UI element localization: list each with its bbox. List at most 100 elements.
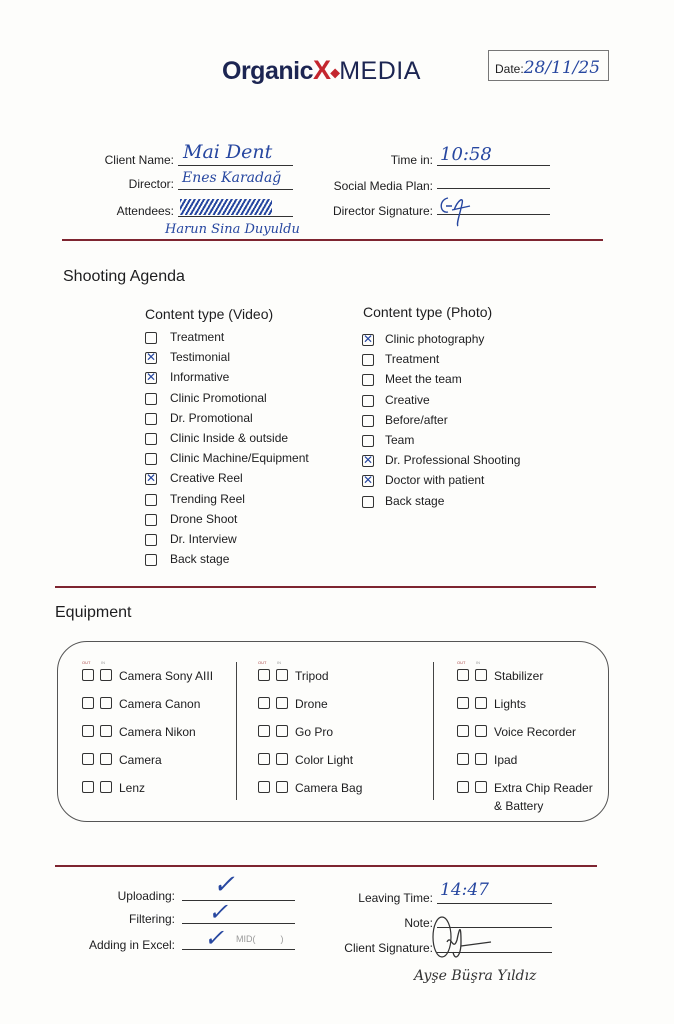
equipment-item-label: Voice Recorder <box>494 725 577 739</box>
video-checkbox[interactable] <box>145 513 157 526</box>
equipment-in-checkbox[interactable] <box>276 669 288 681</box>
equipment-out-checkbox[interactable] <box>82 669 94 681</box>
equipment-item-label: Camera Sony AIII <box>119 669 214 683</box>
photo-checkbox[interactable] <box>362 495 374 508</box>
photo-checkbox[interactable]: ✕ <box>362 473 374 488</box>
photo-checkbox[interactable] <box>362 414 374 427</box>
leaving-time-label: Leaving Time: <box>358 891 433 905</box>
equipment-in-checkbox[interactable] <box>100 781 112 793</box>
equipment-in-checkbox[interactable] <box>475 753 487 765</box>
excel-mid-field: MID( ) <box>236 934 284 944</box>
equipment-out-checkbox[interactable] <box>258 753 270 765</box>
equipment-item-label: Camera <box>119 753 162 767</box>
photo-checkbox[interactable] <box>362 394 374 407</box>
time-in-label: Time in: <box>390 153 433 167</box>
director-signature <box>440 197 471 227</box>
filtering-check: ✓ <box>208 898 229 926</box>
video-item-label: Dr. Promotional <box>170 410 253 425</box>
equipment-out-checkbox[interactable] <box>82 697 94 709</box>
equipment-item-label: Camera Canon <box>119 697 201 711</box>
logo-text: Organic <box>222 57 313 85</box>
out-label: OUT <box>82 660 91 665</box>
video-checkbox[interactable] <box>145 392 157 405</box>
equipment-out-checkbox[interactable] <box>457 697 469 709</box>
time-in-value: 10:58 <box>440 144 492 165</box>
equipment-out-checkbox[interactable] <box>457 753 469 765</box>
equipment-in-checkbox[interactable] <box>276 725 288 737</box>
photo-content-title: Content type (Photo) <box>363 304 493 320</box>
photo-item-label: Treatment <box>385 352 440 367</box>
video-checkbox[interactable] <box>145 453 157 466</box>
date-label: Date: <box>495 62 524 76</box>
equipment-out-checkbox[interactable] <box>457 781 469 793</box>
equipment-item-label: Lenz <box>119 781 146 795</box>
video-checkbox[interactable]: ✕ <box>145 370 157 385</box>
equipment-in-checkbox[interactable] <box>475 781 487 793</box>
photo-checkbox[interactable] <box>362 354 374 367</box>
equipment-in-checkbox[interactable] <box>475 697 487 709</box>
video-checkbox[interactable]: ✕ <box>145 471 157 486</box>
video-checkbox[interactable] <box>145 332 157 344</box>
equipment-out-checkbox[interactable] <box>82 725 94 737</box>
equipment-out-checkbox[interactable] <box>457 669 469 681</box>
date-value: 28/11/25 <box>523 58 601 78</box>
video-item-label: Informative <box>170 370 230 385</box>
video-item-label: Dr. Interview <box>170 532 237 546</box>
director-label: Director: <box>128 177 174 191</box>
equipment-in-checkbox[interactable] <box>100 669 112 681</box>
uploading-label: Uploading: <box>117 889 175 903</box>
equipment-item-label: Extra Chip Reader & Battery <box>494 781 593 813</box>
equipment-out-checkbox[interactable] <box>457 725 469 737</box>
director-signature-label: Director Signature: <box>332 204 433 218</box>
equipment-item-label: Ipad <box>494 753 518 767</box>
leaving-time-value: 14:47 <box>440 880 489 900</box>
in-label: IN <box>101 660 105 665</box>
video-item-label: Treatment <box>170 330 225 344</box>
video-checkbox[interactable] <box>145 554 157 567</box>
equipment-in-checkbox[interactable] <box>276 781 288 793</box>
equipment-out-checkbox[interactable] <box>258 781 270 793</box>
equipment-box <box>57 641 609 822</box>
equipment-in-checkbox[interactable] <box>276 697 288 709</box>
photo-checkbox[interactable] <box>362 435 374 447</box>
equipment-out-checkbox[interactable] <box>258 669 270 681</box>
photo-checkbox[interactable]: ✕ <box>362 332 374 346</box>
equipment-out-checkbox[interactable] <box>258 725 270 737</box>
video-checkbox[interactable] <box>145 534 157 546</box>
photo-checkbox[interactable] <box>362 374 374 387</box>
equipment-out-checkbox[interactable] <box>82 781 94 793</box>
video-content-title: Content type (Video) <box>145 306 274 322</box>
equipment-out-checkbox[interactable] <box>82 753 94 765</box>
client-signature-label: Client Signature: <box>344 941 433 955</box>
logo: OrganicX◆MEDIA <box>222 55 421 85</box>
filtering-label: Filtering: <box>128 912 175 926</box>
photo-checkbox[interactable]: ✕ <box>362 453 374 468</box>
column-divider <box>433 662 434 800</box>
equipment-in-checkbox[interactable] <box>475 669 487 681</box>
equipment-in-checkbox[interactable] <box>475 725 487 737</box>
photo-item-label: Back stage <box>385 493 445 508</box>
equipment-in-checkbox[interactable] <box>100 753 112 765</box>
photo-item-label: Dr. Professional Shooting <box>385 453 521 468</box>
video-checkbox[interactable] <box>145 493 157 506</box>
equipment-in-checkbox[interactable] <box>100 697 112 709</box>
client-name-value: Mai Dent <box>183 141 273 163</box>
equipment-item-label: Color Light <box>295 753 354 767</box>
in-label: IN <box>476 660 480 665</box>
video-item-label: Trending Reel <box>170 491 245 506</box>
video-checkbox[interactable] <box>145 433 157 445</box>
director-value: Enes Karadağ <box>182 170 282 186</box>
video-item-label: Clinic Promotional <box>170 390 267 405</box>
video-checkbox[interactable] <box>145 412 157 425</box>
video-checkbox[interactable]: ✕ <box>145 350 157 365</box>
shooting-agenda-title: Shooting Agenda <box>63 268 185 285</box>
equipment-in-checkbox[interactable] <box>276 753 288 765</box>
divider <box>55 586 596 588</box>
equipment-in-checkbox[interactable] <box>100 725 112 737</box>
divider <box>55 865 597 867</box>
equipment-out-checkbox[interactable] <box>258 697 270 709</box>
photo-item-label: Clinic photography <box>385 332 485 346</box>
photo-item-label: Creative <box>385 392 430 407</box>
in-label: IN <box>277 660 281 665</box>
attendees-value: Harun Sina Duyuldu <box>165 222 300 237</box>
